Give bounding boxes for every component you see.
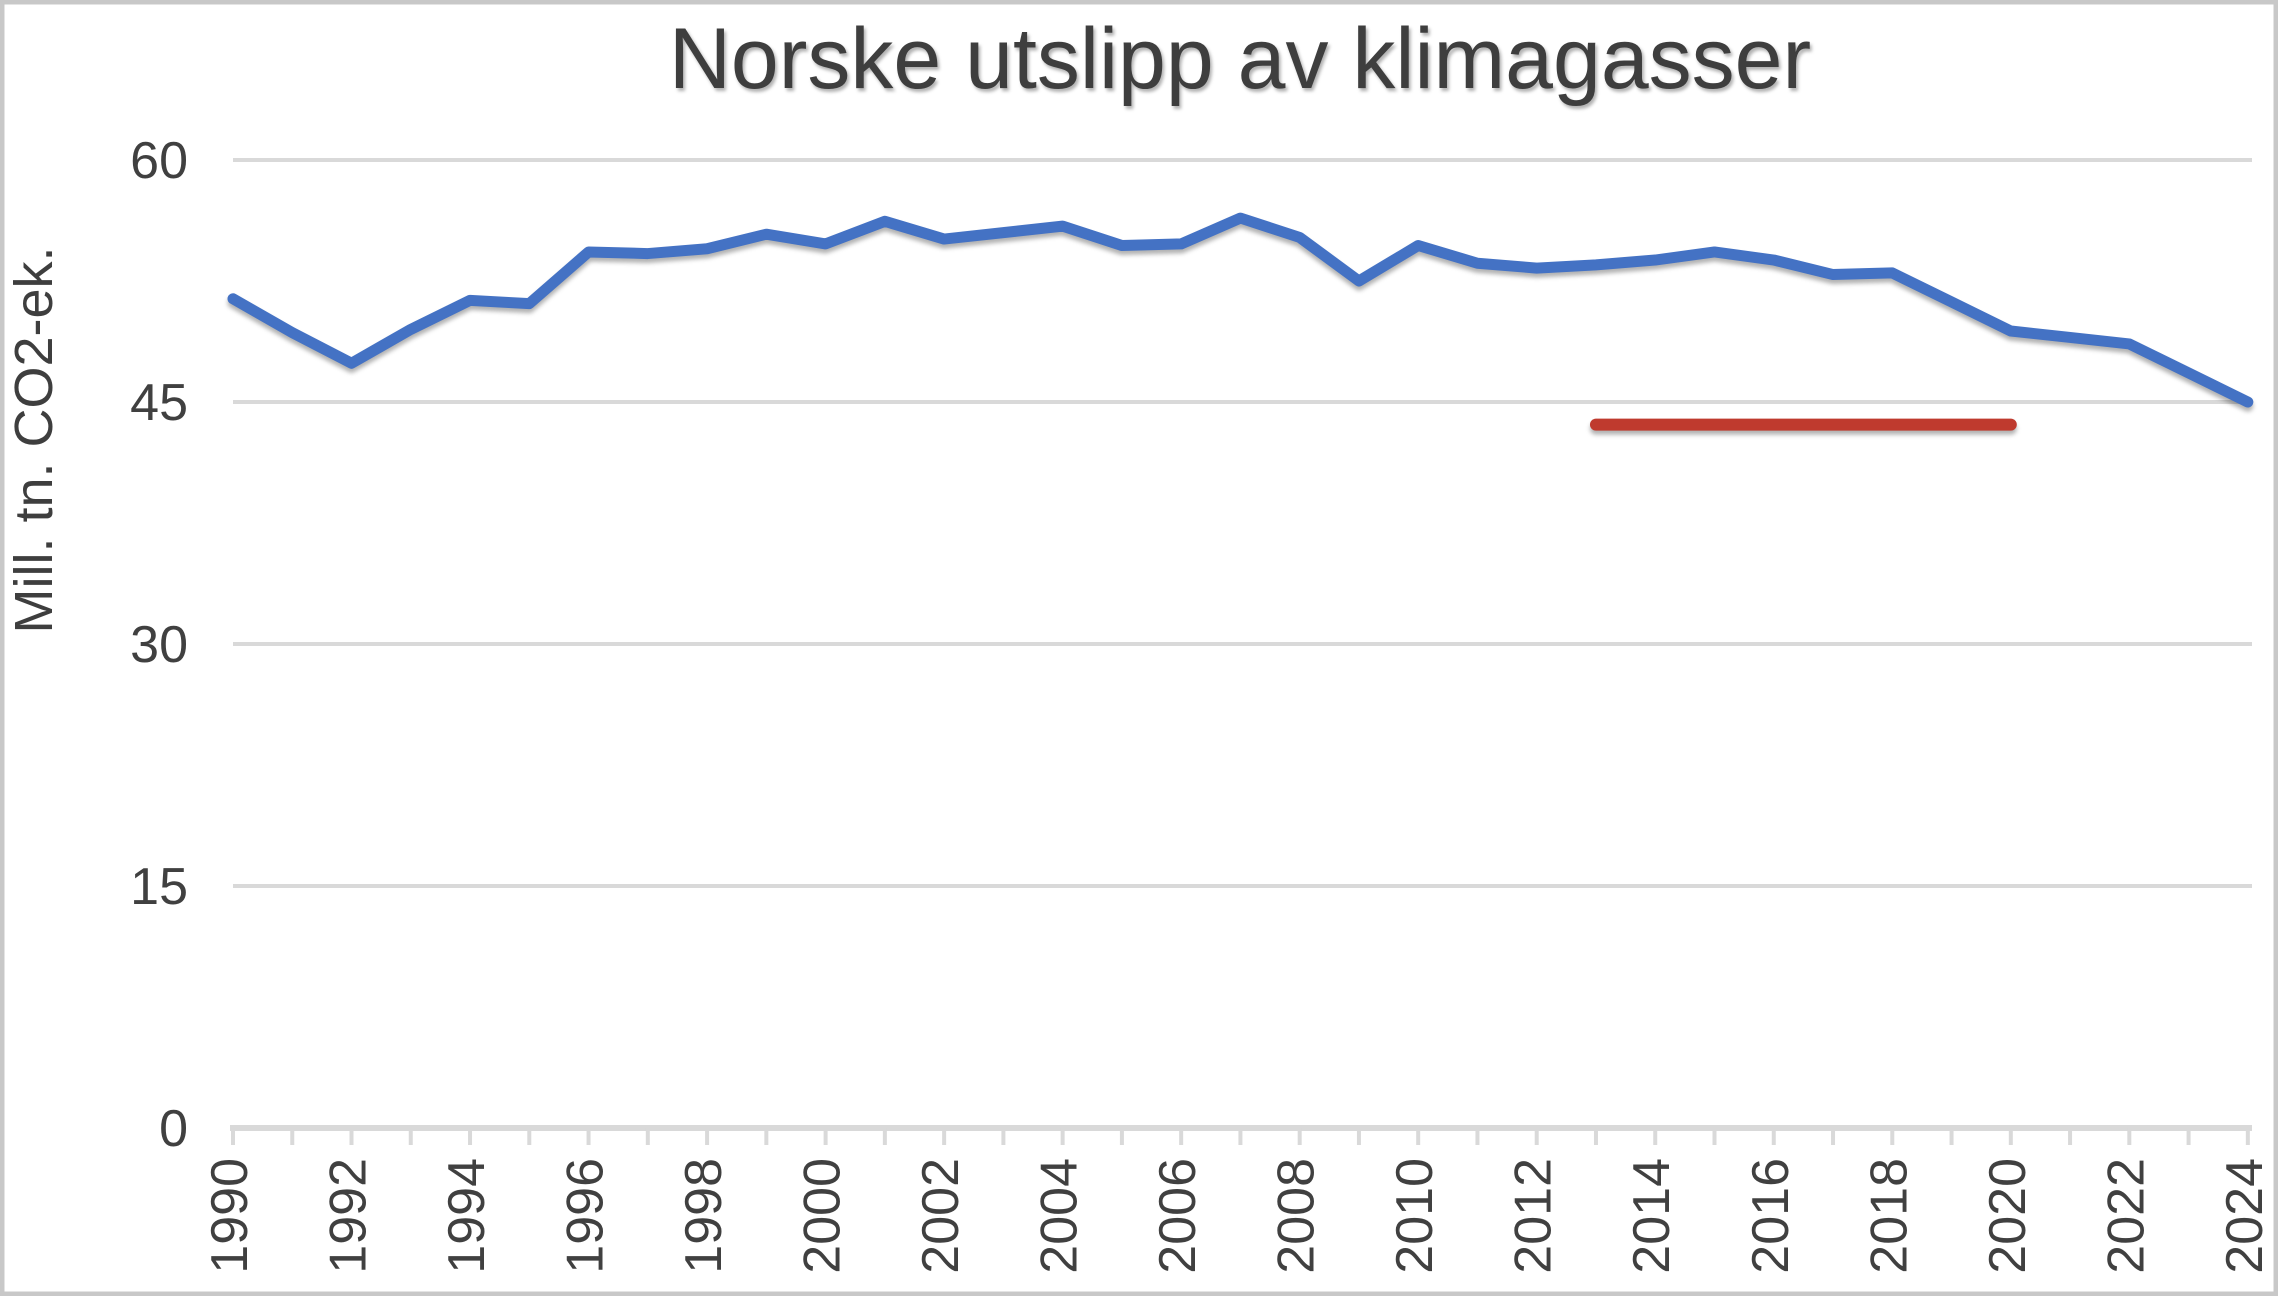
x-tick-label: 2022 xyxy=(2097,1158,2155,1274)
y-tick-label: 60 xyxy=(130,132,188,190)
series-group xyxy=(227,212,2254,431)
x-tick-label: 2006 xyxy=(1149,1158,1207,1274)
x-tick-label: 2002 xyxy=(912,1158,970,1274)
x-tick-labels: 1990 1992 1994 1996 1998 2000 2002 2004 2006 2008… xyxy=(201,1158,2274,1274)
x-tick-label: 1996 xyxy=(557,1158,615,1274)
y-tick-label: 30 xyxy=(130,616,188,674)
x-tick-label: 1998 xyxy=(675,1158,733,1274)
x-tick-label: 1994 xyxy=(438,1158,496,1274)
x-tick-label: 1992 xyxy=(320,1158,378,1274)
x-tick-label: 2000 xyxy=(794,1158,852,1274)
chart-title: Norske utslipp av klimagasser xyxy=(669,11,1811,107)
x-axis xyxy=(230,1125,2252,1145)
x-tick-label: 2010 xyxy=(1386,1158,1444,1274)
gridline-group xyxy=(233,158,2252,889)
emissions-line xyxy=(227,212,2254,408)
x-tick-label: 2018 xyxy=(1860,1158,1918,1274)
x-tick-label: 2016 xyxy=(1742,1158,1800,1274)
x-tick-label: 2012 xyxy=(1505,1158,1563,1274)
y-tick-label: 45 xyxy=(130,374,188,432)
x-tick-label: 2004 xyxy=(1031,1158,1089,1274)
x-tick-label: 2020 xyxy=(1979,1158,2037,1274)
x-tick-label: 2024 xyxy=(2216,1158,2274,1274)
x-tick-label: 2008 xyxy=(1268,1158,1326,1274)
y-tick-labels: 0 15 30 45 60 xyxy=(130,132,188,1158)
y-tick-label: 0 xyxy=(159,1100,188,1158)
x-tick-label: 1990 xyxy=(201,1158,259,1274)
y-axis-title: Mill. tn. CO2-ek. xyxy=(4,246,64,633)
x-tick-label: 2014 xyxy=(1623,1158,1681,1274)
y-tick-label: 15 xyxy=(130,858,188,916)
